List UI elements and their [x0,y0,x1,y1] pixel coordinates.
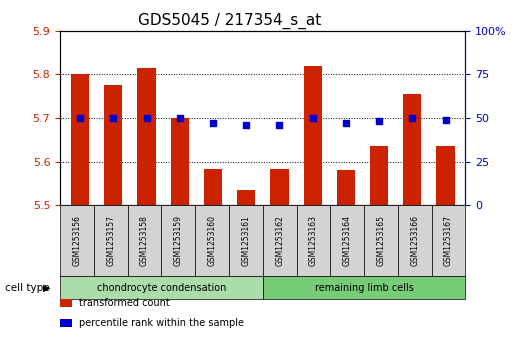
Text: GSM1253165: GSM1253165 [377,215,385,266]
Text: ▶: ▶ [43,283,50,293]
Text: GSM1253160: GSM1253160 [208,215,217,266]
Point [441,117,450,123]
Bar [204,170,222,205]
Bar [170,118,189,205]
Bar [237,190,255,205]
Bar [303,66,322,205]
Bar [138,68,156,205]
Bar [370,146,388,205]
Bar [436,146,454,205]
Bar [104,85,122,205]
Text: GDS5045 / 217354_s_at: GDS5045 / 217354_s_at [139,13,322,29]
Point [375,119,383,125]
Text: GSM1253162: GSM1253162 [275,215,284,266]
Text: GSM1253167: GSM1253167 [444,215,453,266]
Text: GSM1253163: GSM1253163 [309,215,318,266]
Point [109,115,118,121]
Point [275,122,283,128]
Point [309,115,317,121]
Point [342,120,350,126]
Text: GSM1253166: GSM1253166 [411,215,419,266]
Text: cell type: cell type [5,283,50,293]
Text: remaining limb cells: remaining limb cells [315,283,414,293]
Bar [337,170,355,205]
Text: transformed count: transformed count [79,298,170,308]
Bar [270,170,289,205]
Bar [71,74,89,205]
Point [242,122,251,128]
Text: GSM1253159: GSM1253159 [174,215,183,266]
Text: percentile rank within the sample: percentile rank within the sample [79,318,244,328]
Text: GSM1253156: GSM1253156 [73,215,82,266]
Point [142,115,151,121]
Bar [403,94,422,205]
Text: GSM1253164: GSM1253164 [343,215,352,266]
Text: chondrocyte condensation: chondrocyte condensation [97,283,226,293]
Point [176,115,184,121]
Text: GSM1253161: GSM1253161 [242,215,251,266]
Point [209,120,217,126]
Point [76,115,84,121]
Point [408,115,416,121]
Text: GSM1253157: GSM1253157 [106,215,115,266]
Text: GSM1253158: GSM1253158 [140,215,149,266]
